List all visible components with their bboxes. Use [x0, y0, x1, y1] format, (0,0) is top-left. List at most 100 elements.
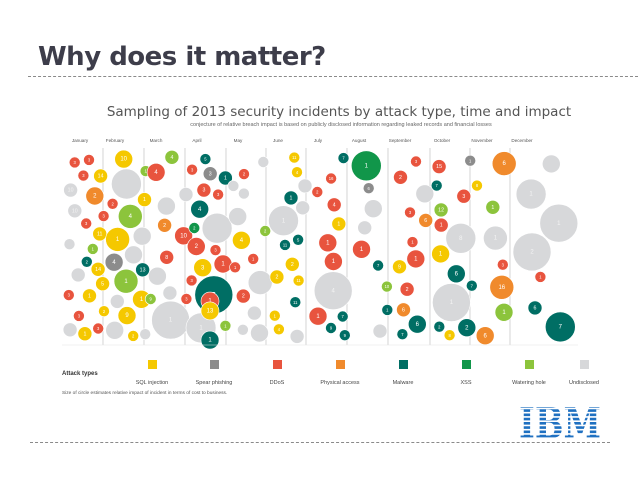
bubble-sql	[471, 179, 483, 192]
bubble-undisclosed	[297, 178, 313, 194]
bubble-label: 1	[140, 297, 144, 303]
bubble-label: 6	[484, 333, 488, 339]
bubble-ddos	[77, 169, 90, 182]
bubble-label: 2	[163, 223, 166, 229]
incident-bubble: 2	[311, 186, 324, 198]
incident-bubble: 2	[512, 232, 552, 272]
legend-swatch	[579, 360, 589, 369]
bubble-label: 3	[102, 214, 105, 219]
bubble-xss	[350, 150, 382, 182]
bubble-label: 10	[385, 284, 390, 289]
bubble-malware	[200, 330, 220, 350]
incident-bubble: 3	[73, 310, 85, 322]
incident-bubble: 7	[336, 310, 349, 323]
bubble-label: 2	[264, 229, 267, 234]
incident-bubble: 2	[85, 186, 105, 206]
bubble-sql	[127, 330, 139, 342]
legend-label: Physical access	[320, 380, 360, 386]
incident-bubble: 2	[238, 168, 250, 180]
bubble-undisclosed	[124, 245, 143, 265]
incident-bubble	[372, 323, 388, 339]
bubble-label: 2	[111, 201, 114, 206]
bubble-label: 6	[455, 271, 459, 277]
incident-bubble: 10	[114, 149, 133, 169]
bubble-watering	[381, 280, 393, 293]
bubble-label: 1	[144, 169, 147, 174]
incident-bubble: 1	[331, 216, 347, 232]
bubble-watering	[259, 225, 272, 237]
bubble-label: 1	[199, 326, 203, 332]
bubble-ddos	[534, 271, 547, 283]
bubble-physical	[491, 151, 517, 176]
bubble-label: 1	[557, 221, 561, 227]
incident-bubble: 4	[164, 150, 180, 165]
incident-bubble	[257, 156, 270, 168]
bubble-sql	[232, 231, 251, 250]
bubble-label: 3	[190, 278, 193, 283]
bubble-ddos	[159, 249, 174, 265]
incident-bubble: 2	[393, 170, 408, 185]
bubble-label: 9	[398, 264, 401, 270]
bubble-label: 9	[125, 313, 129, 319]
bubble-label: 1	[360, 247, 364, 253]
incident-bubble: 2	[457, 318, 477, 338]
bubble-undisclosed	[515, 178, 547, 210]
incident-bubble	[139, 328, 151, 341]
bubble-sql	[269, 269, 285, 285]
incident-bubble: 7	[465, 279, 478, 292]
bubble-label: 9	[330, 326, 333, 331]
bubble-label: 1	[332, 259, 336, 265]
bubble-label: 4	[170, 155, 173, 161]
bubble-ddos	[63, 289, 75, 301]
bubble-label: 6	[402, 307, 405, 313]
bubble-label: 3	[68, 293, 71, 298]
month-label: September	[389, 138, 412, 143]
month-label: February	[106, 138, 125, 143]
legend-swatch	[461, 360, 471, 369]
bubble-sql	[284, 256, 300, 272]
incident-bubble: 1	[494, 302, 514, 322]
bubble-label: 2	[243, 172, 246, 177]
incident-bubble: 1	[283, 190, 299, 206]
bubble-undisclosed	[512, 232, 552, 272]
bubble-malware	[337, 152, 350, 164]
bubble-label: 1	[411, 240, 414, 245]
bubble-label: 1	[439, 252, 443, 258]
bubble-undisclosed	[541, 154, 561, 174]
bubble-label: 5	[297, 237, 300, 242]
bubble-label: 11	[292, 155, 297, 160]
legend: Attack types SQL injection Spear phishing…	[62, 360, 599, 389]
incident-bubble	[148, 266, 167, 286]
incident-bubble: 1	[113, 268, 139, 294]
bubble-label: 1	[92, 247, 95, 252]
bubble-sql	[392, 259, 407, 275]
incident-bubble: 2	[188, 222, 201, 234]
bubble-label: 7	[377, 263, 380, 268]
bubble-undisclosed	[357, 220, 373, 236]
incident-bubble: 1	[213, 254, 233, 274]
bubble-watering	[87, 243, 99, 255]
bubble-ddos	[352, 240, 371, 259]
bubble-sql	[431, 244, 450, 264]
bubble-sql	[117, 306, 137, 325]
incident-bubble: 9	[338, 329, 351, 342]
incident-bubble: 1	[318, 233, 338, 253]
incident-bubble	[363, 199, 383, 218]
incident-bubble: 4	[313, 271, 353, 311]
legend-item-watering: Watering hole	[499, 360, 559, 389]
bubble-label: 1	[494, 236, 498, 242]
incident-bubble	[415, 184, 435, 204]
bubble-label: 3	[74, 160, 77, 165]
bubble-undisclosed	[228, 207, 247, 226]
bubble-label: 7	[401, 332, 404, 337]
legend-label: Malware	[392, 380, 414, 386]
bubble-label: 2	[316, 190, 319, 195]
incident-bubble: 1	[137, 192, 152, 207]
incident-bubble	[132, 226, 152, 246]
bubble-label: 1	[539, 275, 542, 280]
bubble-undisclosed	[63, 238, 76, 250]
bubble-label: 6	[534, 306, 537, 312]
incident-bubble: 9	[117, 306, 137, 325]
bubble-label: 12	[438, 208, 444, 214]
